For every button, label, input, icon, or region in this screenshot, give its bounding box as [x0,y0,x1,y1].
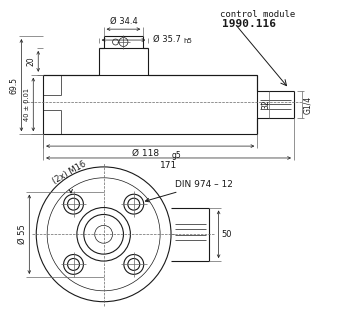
Text: 171: 171 [160,161,177,170]
Text: 32: 32 [262,100,271,109]
Text: 40 ± 0.01: 40 ± 0.01 [24,88,30,121]
Text: control module: control module [219,10,295,19]
Text: Ø 35.7: Ø 35.7 [153,35,181,44]
Text: 1990.116: 1990.116 [222,19,275,29]
Text: Ø 55: Ø 55 [18,224,26,244]
Text: (2x) M16: (2x) M16 [51,159,88,193]
Text: 20: 20 [26,56,35,66]
Text: Ø 118: Ø 118 [132,149,159,158]
Text: DIN 974 – 12: DIN 974 – 12 [145,180,233,202]
Text: 50: 50 [222,230,232,239]
Text: g5: g5 [172,151,182,160]
Text: h5: h5 [183,38,192,44]
Text: Ø 34.4: Ø 34.4 [110,17,137,26]
Text: 69.5: 69.5 [9,77,19,94]
Text: G1/4: G1/4 [303,95,312,114]
